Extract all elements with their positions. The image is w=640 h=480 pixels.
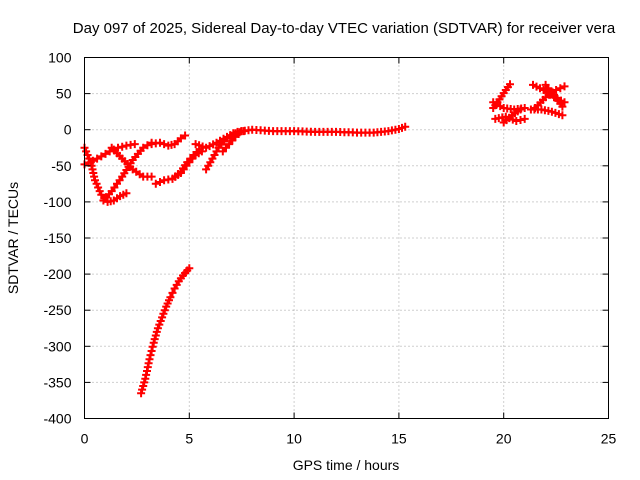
data-point bbox=[560, 98, 569, 107]
x-tick-label: 25 bbox=[601, 431, 617, 447]
data-point bbox=[401, 122, 410, 131]
x-tick-label: 15 bbox=[391, 431, 407, 447]
data-point bbox=[520, 104, 529, 112]
series-layer bbox=[80, 80, 569, 398]
series-track-19 bbox=[526, 105, 567, 120]
data-point bbox=[118, 142, 127, 151]
data-point bbox=[130, 140, 139, 149]
data-point bbox=[147, 172, 156, 181]
y-tick-label: -400 bbox=[43, 411, 71, 427]
data-point bbox=[166, 293, 175, 302]
x-tick-label: 10 bbox=[286, 431, 302, 447]
x-tick-label: 0 bbox=[81, 431, 89, 447]
data-point bbox=[160, 140, 169, 149]
data-point bbox=[151, 179, 160, 188]
data-point bbox=[558, 111, 567, 120]
data-point bbox=[88, 156, 97, 165]
data-point bbox=[156, 138, 164, 147]
grid bbox=[84, 57, 609, 419]
data-point bbox=[176, 134, 185, 143]
data-point bbox=[516, 116, 525, 124]
data-point bbox=[122, 189, 131, 198]
data-point bbox=[101, 149, 110, 158]
y-tick-label: 100 bbox=[48, 50, 72, 66]
y-tick-label: -350 bbox=[43, 374, 71, 390]
y-tick-label: -100 bbox=[43, 194, 71, 210]
series-track-3 bbox=[99, 138, 156, 205]
chart-title: Day 097 of 2025, Sidereal Day-to-day VTE… bbox=[73, 20, 616, 37]
data-point bbox=[93, 154, 102, 163]
data-point bbox=[520, 114, 529, 123]
series-track-16 bbox=[499, 105, 525, 127]
data-point bbox=[223, 134, 231, 143]
data-point bbox=[92, 179, 101, 188]
data-point bbox=[139, 143, 148, 152]
y-tick-label: 50 bbox=[56, 86, 72, 102]
series-track-11 bbox=[137, 264, 194, 398]
data-point bbox=[552, 86, 561, 94]
data-point bbox=[516, 105, 525, 114]
data-point bbox=[506, 80, 514, 89]
data-point bbox=[556, 84, 565, 93]
series-track-12 bbox=[233, 122, 410, 137]
data-point bbox=[560, 82, 569, 91]
y-axis-label: SDTVAR / TECUs bbox=[5, 182, 21, 294]
tick-labels: 0 5 10 15 20 25 100 50 0 -50 -100 -150 -200 -250 -300 -… bbox=[43, 50, 616, 447]
data-point bbox=[558, 102, 567, 111]
y-tick-label: -50 bbox=[51, 158, 71, 174]
data-point bbox=[185, 264, 194, 273]
data-point bbox=[143, 141, 152, 150]
data-point bbox=[156, 178, 164, 186]
series-track-4 bbox=[107, 143, 156, 181]
y-tick-label: -250 bbox=[43, 302, 71, 318]
data-point bbox=[84, 158, 93, 167]
y-tick-label: -150 bbox=[43, 230, 71, 246]
data-point bbox=[153, 324, 162, 333]
data-point bbox=[168, 288, 177, 297]
series-track-5 bbox=[147, 131, 190, 150]
x-axis-label: GPS time / hours bbox=[293, 457, 400, 473]
data-point bbox=[146, 351, 155, 360]
y-tick-label: 0 bbox=[64, 122, 72, 138]
y-tick-label: -200 bbox=[43, 266, 71, 282]
data-point bbox=[227, 131, 236, 140]
data-point bbox=[181, 131, 190, 140]
axis-ticks bbox=[84, 57, 609, 419]
data-point bbox=[148, 342, 157, 351]
x-tick-label: 20 bbox=[496, 431, 512, 447]
y-tick-label: -300 bbox=[43, 338, 71, 354]
series-track-20 bbox=[541, 80, 567, 111]
data-point bbox=[97, 152, 106, 161]
x-tick-label: 5 bbox=[185, 431, 193, 447]
